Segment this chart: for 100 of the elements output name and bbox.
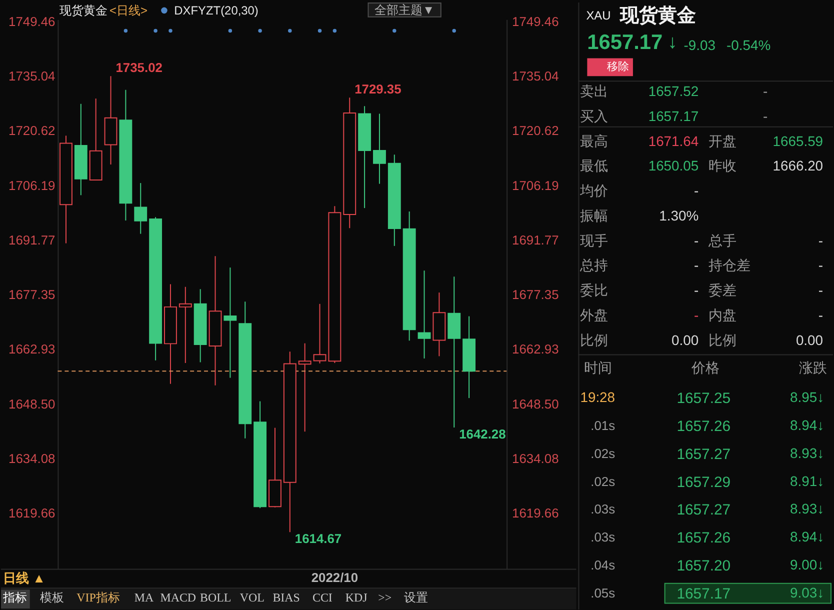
text: - xyxy=(694,282,700,298)
chart-title: 现货黄金 xyxy=(60,3,108,18)
text: 最高 xyxy=(580,132,608,149)
text: VOL xyxy=(240,590,264,605)
candlestick xyxy=(418,270,431,359)
text: .03s xyxy=(590,530,616,545)
text: .02s xyxy=(590,474,616,489)
text: 全部主题▼ xyxy=(374,2,434,17)
chart-subtitle: <日线> xyxy=(109,3,148,18)
text: 设置 xyxy=(404,590,428,605)
text: ↓ xyxy=(668,32,678,54)
text: .03s xyxy=(590,502,616,517)
text: 指标 xyxy=(2,590,27,605)
text: 8.95↓ xyxy=(790,389,824,406)
text: 委差 xyxy=(708,282,737,298)
text: 现手 xyxy=(580,232,608,248)
text: 振幅 xyxy=(580,207,608,224)
text: 1666.20 xyxy=(772,158,824,174)
x-tick-label: 2022/10 xyxy=(311,570,358,586)
y-tick-label: 1677.35 xyxy=(8,287,56,302)
y2-tick-label: 1662.93 xyxy=(512,342,559,357)
text: 内盘 xyxy=(708,306,737,323)
text: 昨收 xyxy=(708,158,737,174)
y-tick-label: 1662.93 xyxy=(8,342,56,357)
text: 时间 xyxy=(584,360,612,376)
text: - xyxy=(818,306,824,323)
text: 8.94↓ xyxy=(790,528,824,545)
text: - xyxy=(763,108,768,124)
text: 1657.20 xyxy=(676,557,731,574)
text: 总持 xyxy=(579,257,608,274)
text: 1665.59 xyxy=(772,132,824,149)
y-tick-label: 1735.04 xyxy=(8,68,56,84)
text: 买入 xyxy=(580,108,608,124)
text: 8.91↓ xyxy=(790,472,824,489)
text: .05s xyxy=(590,585,616,600)
text: 现货黄金 xyxy=(619,4,696,26)
candlestick xyxy=(178,286,192,364)
text: .02s xyxy=(590,446,616,461)
text: - xyxy=(818,257,824,274)
y-tick-label: 1634.08 xyxy=(8,451,56,466)
candlestick xyxy=(373,113,386,184)
text: -9.03 xyxy=(684,37,716,54)
text: 1657.25 xyxy=(676,390,731,408)
text: BOLL xyxy=(200,590,232,605)
text: 1642.28 xyxy=(459,426,506,442)
text: 总手 xyxy=(708,232,737,248)
text: 价格 xyxy=(690,360,720,376)
legend-label: DXFYZT(20,30) xyxy=(174,3,258,18)
text: .01s xyxy=(590,418,616,434)
text: 0.00 xyxy=(796,332,824,348)
text: 9.03↓ xyxy=(790,584,824,600)
text: 8.93↓ xyxy=(790,500,824,517)
y2-tick-label: 1648.50 xyxy=(512,396,559,412)
text: 1657.27 xyxy=(676,502,731,519)
candlestick xyxy=(313,303,326,364)
y2-tick-label: 1619.66 xyxy=(512,506,559,521)
text: 1657.17 xyxy=(676,585,731,602)
text: 日线 ▲ xyxy=(2,570,46,586)
text: 1657.52 xyxy=(648,83,699,100)
text: - xyxy=(763,83,768,100)
text: 卖出 xyxy=(580,83,608,100)
text: 1671.64 xyxy=(648,132,699,149)
text: 1614.67 xyxy=(294,531,342,546)
text: 1657.26 xyxy=(676,418,731,436)
text: 8.93↓ xyxy=(790,444,824,461)
text: - xyxy=(694,257,700,274)
text: - xyxy=(694,306,700,323)
text: 移除 xyxy=(607,61,630,74)
text: 8.94↓ xyxy=(790,417,824,434)
text: 1657.26 xyxy=(676,530,731,547)
y2-tick-label: 1749.46 xyxy=(512,14,559,29)
y2-tick-label: 1720.62 xyxy=(512,123,559,138)
text: 1657.17 xyxy=(587,31,663,54)
text: 涨跌 xyxy=(799,360,828,376)
text: - xyxy=(818,282,824,298)
text: VIP指标 xyxy=(76,590,120,605)
text: 1650.05 xyxy=(648,158,699,174)
y-tick-label: 1720.62 xyxy=(8,123,56,138)
y2-tick-label: 1706.19 xyxy=(512,178,559,193)
text: CCI xyxy=(312,590,332,605)
text: 1729.35 xyxy=(354,82,402,97)
text: 模板 xyxy=(40,590,64,605)
candlestick xyxy=(134,182,148,234)
text: 1657.27 xyxy=(676,446,731,463)
candlestick xyxy=(224,267,237,378)
y2-tick-label: 1677.35 xyxy=(512,287,559,302)
text: 19:28 xyxy=(580,389,616,406)
y-tick-label: 1749.46 xyxy=(8,14,56,29)
text: 最低 xyxy=(580,158,608,174)
text: 开盘 xyxy=(708,132,737,149)
text: -0.54% xyxy=(726,37,771,54)
text: 1.30% xyxy=(659,207,699,224)
y-tick-label: 1706.19 xyxy=(8,178,56,193)
text: 1657.17 xyxy=(648,108,699,124)
text: KDJ xyxy=(345,590,368,605)
text: .04s xyxy=(590,557,616,572)
text: 9.00↓ xyxy=(790,556,824,572)
text: 0.00 xyxy=(672,332,699,348)
text: 均价 xyxy=(579,182,608,199)
text: MACD xyxy=(160,590,196,605)
